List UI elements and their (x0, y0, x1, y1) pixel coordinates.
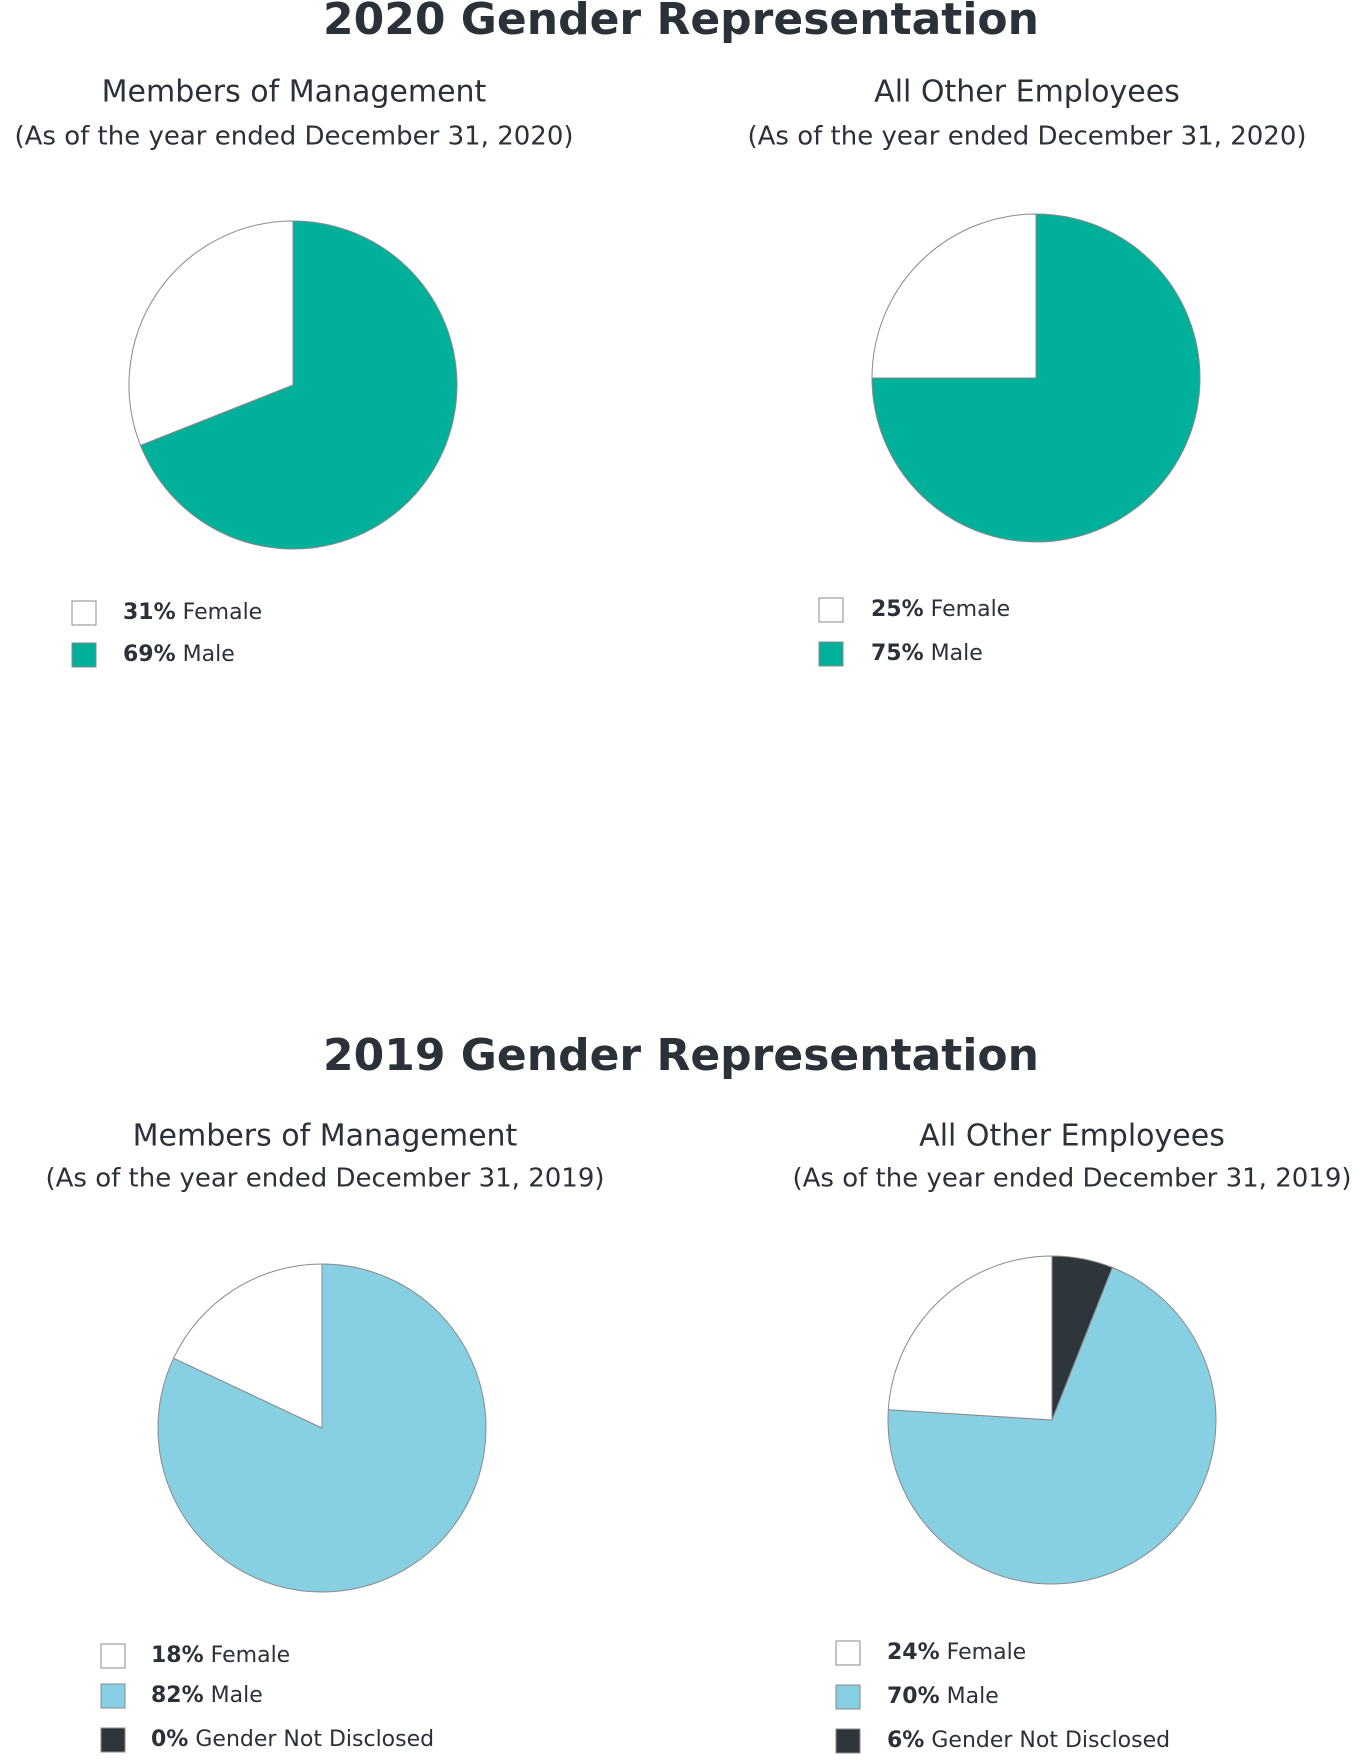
pie-slice (887, 1266, 1217, 1585)
pie-slice (871, 213, 1037, 379)
legend-value: 18% (151, 1643, 204, 1668)
pie-slice (172, 1263, 323, 1429)
chart-subtitle: (As of the year ended December 31, 2020) (14, 122, 573, 152)
pie-slice (871, 213, 1201, 543)
legend-swatch (100, 1727, 126, 1753)
legend-label: 24% Female (887, 1640, 1026, 1665)
chart-subtitle: (As of the year ended December 31, 2019) (792, 1164, 1351, 1194)
chart-title: Members of Management (102, 75, 487, 110)
legend-swatch (71, 642, 97, 668)
legend-value: 31% (123, 600, 176, 625)
legend-value: 70% (887, 1684, 940, 1709)
legend-swatch (835, 1684, 861, 1710)
legend-category: Gender Not Disclosed (931, 1728, 1170, 1753)
legend-swatch (835, 1640, 861, 1666)
legend-label: 31% Female (123, 600, 262, 625)
legend-category: Male (931, 641, 983, 666)
legend-category: Female (931, 597, 1011, 622)
legend-label: 70% Male (887, 1684, 999, 1709)
legend-value: 6% (887, 1728, 924, 1753)
legend-label: 69% Male (123, 642, 235, 667)
legend-value: 25% (871, 597, 924, 622)
chart-title: Members of Management (133, 1119, 518, 1154)
legend-value: 69% (123, 642, 176, 667)
legend-label: 6% Gender Not Disclosed (887, 1728, 1170, 1753)
legend-category: Gender Not Disclosed (195, 1727, 434, 1752)
legend-swatch (818, 641, 844, 667)
legend-category: Female (211, 1643, 291, 1668)
legend-category: Female (183, 600, 263, 625)
legend-value: 75% (871, 641, 924, 666)
legend-label: 18% Female (151, 1643, 290, 1668)
chart-title: All Other Employees (874, 75, 1180, 110)
legend-category: Male (211, 1683, 263, 1708)
chart-title: All Other Employees (919, 1119, 1225, 1154)
legend-swatch (835, 1728, 861, 1754)
legend-label: 82% Male (151, 1683, 263, 1708)
pie-slice (887, 1255, 1053, 1421)
chart-subtitle: (As of the year ended December 31, 2019) (45, 1164, 604, 1194)
legend-category: Male (947, 1684, 999, 1709)
legend-label: 0% Gender Not Disclosed (151, 1727, 434, 1752)
legend-value: 24% (887, 1640, 940, 1665)
legend-category: Male (183, 642, 235, 667)
legend-swatch (100, 1683, 126, 1709)
pie-slice (128, 220, 294, 447)
legend-value: 82% (151, 1683, 204, 1708)
legend-label: 25% Female (871, 597, 1010, 622)
pie-slice (139, 220, 458, 550)
section-heading: 2019 Gender Representation (323, 1030, 1039, 1081)
legend-label: 75% Male (871, 641, 983, 666)
legend-value: 0% (151, 1727, 188, 1752)
legend-swatch (100, 1643, 126, 1669)
legend-category: Female (947, 1640, 1027, 1665)
legend-swatch (71, 600, 97, 626)
legend-swatch (818, 597, 844, 623)
chart-subtitle: (As of the year ended December 31, 2020) (747, 122, 1306, 152)
section-heading: 2020 Gender Representation (323, 0, 1039, 45)
